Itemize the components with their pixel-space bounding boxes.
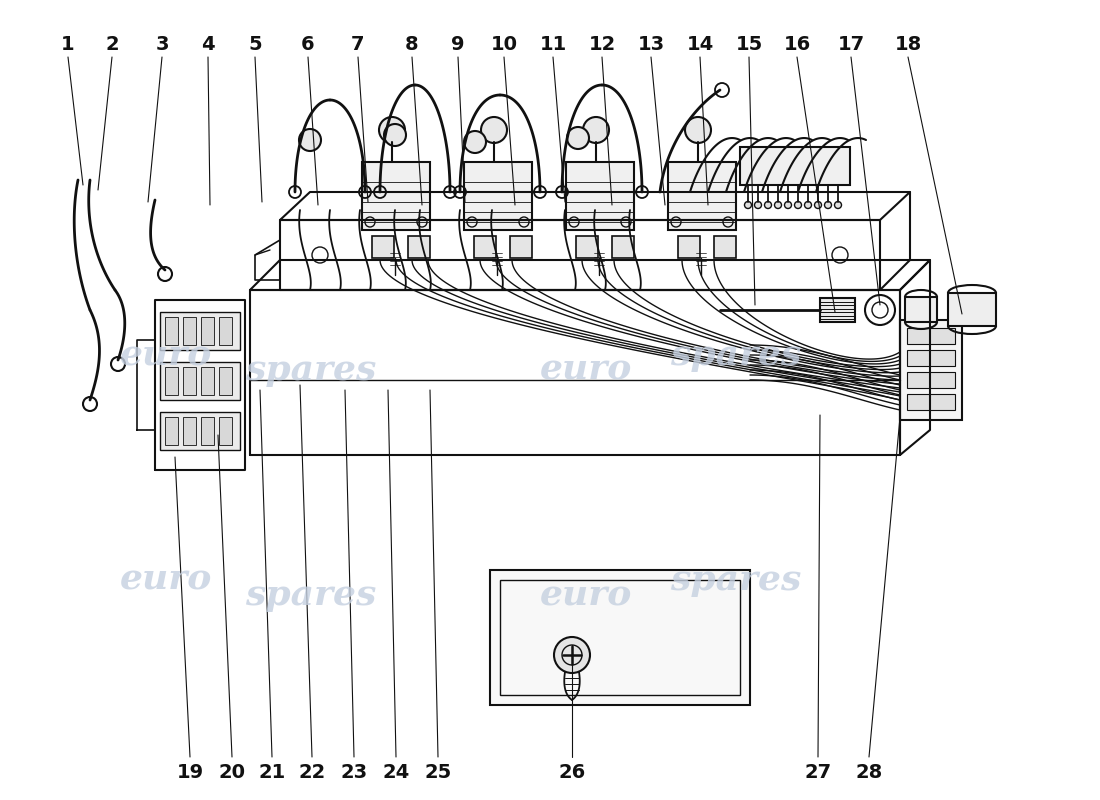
Text: 1: 1 [62, 35, 75, 54]
Text: 3: 3 [155, 35, 168, 54]
Text: 7: 7 [351, 35, 365, 54]
Circle shape [384, 124, 406, 146]
Text: euro: euro [540, 578, 632, 612]
Circle shape [794, 202, 802, 209]
Bar [165, 417, 178, 445]
Bar [160, 312, 240, 350]
Bar [566, 162, 634, 230]
Bar [678, 236, 700, 258]
Bar [464, 162, 532, 230]
Bar [908, 394, 955, 410]
Text: euro: euro [120, 338, 212, 372]
Text: 28: 28 [856, 762, 882, 782]
Bar [165, 367, 178, 395]
Bar [908, 328, 955, 344]
Text: 25: 25 [425, 762, 452, 782]
Circle shape [784, 202, 792, 209]
Bar [820, 298, 855, 322]
Bar [219, 417, 232, 445]
Text: 2: 2 [106, 35, 119, 54]
Bar [408, 236, 430, 258]
Bar [668, 162, 736, 230]
Text: 16: 16 [783, 35, 811, 54]
Text: spares: spares [670, 338, 802, 372]
Circle shape [481, 117, 507, 143]
Circle shape [685, 117, 711, 143]
Text: 27: 27 [804, 762, 832, 782]
Text: 17: 17 [837, 35, 865, 54]
Bar [905, 297, 937, 322]
Text: 14: 14 [686, 35, 714, 54]
Bar [183, 317, 196, 345]
Circle shape [825, 202, 832, 209]
Circle shape [835, 202, 842, 209]
Circle shape [814, 202, 822, 209]
Bar [612, 236, 634, 258]
Text: 5: 5 [249, 35, 262, 54]
Bar [362, 162, 430, 230]
Bar [201, 367, 214, 395]
Text: spares: spares [245, 353, 376, 387]
Bar [714, 236, 736, 258]
Bar [474, 236, 496, 258]
Bar [948, 293, 996, 326]
Text: 18: 18 [894, 35, 922, 54]
Text: 6: 6 [301, 35, 315, 54]
Text: 15: 15 [736, 35, 762, 54]
Bar [500, 580, 740, 695]
Circle shape [764, 202, 771, 209]
Text: 26: 26 [559, 762, 585, 782]
Text: 11: 11 [539, 35, 566, 54]
Text: 20: 20 [219, 762, 245, 782]
Text: 23: 23 [340, 762, 367, 782]
Bar [201, 317, 214, 345]
Text: euro: euro [120, 563, 212, 597]
Text: spares: spares [670, 563, 802, 597]
Bar [900, 320, 962, 420]
Text: 8: 8 [405, 35, 419, 54]
Bar [160, 412, 240, 450]
Text: 21: 21 [258, 762, 286, 782]
Text: 22: 22 [298, 762, 326, 782]
Bar [165, 317, 178, 345]
Text: 12: 12 [588, 35, 616, 54]
Circle shape [804, 202, 812, 209]
Circle shape [379, 117, 405, 143]
Circle shape [299, 129, 321, 151]
Bar [740, 147, 850, 185]
Text: 19: 19 [176, 762, 204, 782]
Text: 4: 4 [201, 35, 214, 54]
Text: 24: 24 [383, 762, 409, 782]
Bar [183, 417, 196, 445]
Text: 13: 13 [637, 35, 664, 54]
Bar [219, 317, 232, 345]
Bar [490, 570, 750, 705]
Text: euro: euro [540, 353, 632, 387]
Circle shape [554, 637, 590, 673]
Circle shape [583, 117, 609, 143]
Bar [183, 367, 196, 395]
Text: 9: 9 [451, 35, 464, 54]
Bar [908, 350, 955, 366]
Bar [201, 417, 214, 445]
Circle shape [745, 202, 751, 209]
Bar [219, 367, 232, 395]
Bar [160, 362, 240, 400]
Circle shape [755, 202, 761, 209]
Circle shape [566, 127, 588, 149]
Circle shape [774, 202, 781, 209]
Text: spares: spares [245, 578, 376, 612]
Circle shape [464, 131, 486, 153]
Bar [576, 236, 598, 258]
Bar [372, 236, 394, 258]
Bar [510, 236, 532, 258]
Text: 10: 10 [491, 35, 517, 54]
Bar [908, 372, 955, 388]
